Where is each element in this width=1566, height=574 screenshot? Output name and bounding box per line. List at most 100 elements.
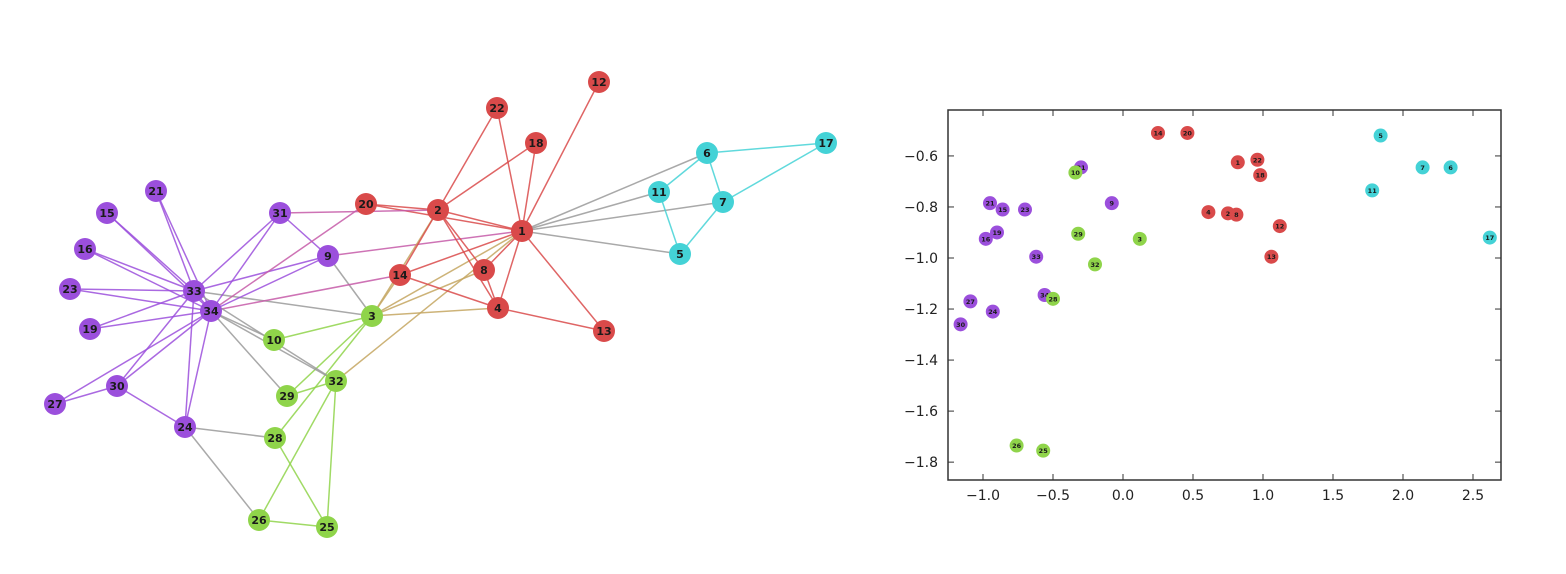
embedding-scatter-plot: −1.0 −0.5 0.0 0.5 1.0 1.5 2.0 2.5 −0.6−0.8−1.0−… [904, 109, 1502, 504]
graph-edge-1-4 [497, 230, 523, 309]
scatter-point-8: 8 [1229, 207, 1244, 222]
graph-node-circle [276, 385, 298, 407]
graph-edge-3-9 [327, 255, 373, 317]
graph-node-label: 28 [267, 432, 282, 445]
graph-node-circle [200, 300, 222, 322]
graph-node-label: 33 [186, 285, 201, 298]
graph-edge-2-22 [437, 107, 498, 211]
graph-edge-25-26 [258, 519, 328, 528]
graph-node-circle [669, 243, 691, 265]
scatter-point-marker [1046, 291, 1060, 306]
scatter-point-marker [1068, 165, 1083, 180]
scatter-point-13: 13 [1264, 249, 1279, 264]
graph-edge-19-34 [89, 310, 212, 330]
graph-edge-1-18 [521, 142, 537, 232]
y-tick-label: −1.2 [904, 302, 938, 318]
scatter-point-32: 32 [1088, 257, 1102, 272]
scatter-point-label: 14 [1153, 129, 1163, 137]
x-tick-label: 2.5 [1462, 488, 1484, 504]
y-tick-label: −0.6 [904, 149, 938, 165]
scatter-point-label: 33 [1032, 253, 1041, 261]
scatter-point-marker [1201, 205, 1216, 220]
scatter-point-label: 23 [1020, 206, 1029, 214]
graph-edge-1-14 [399, 230, 523, 276]
scatter-point-label: 34 [1040, 292, 1050, 300]
graph-node-10: 10 [263, 329, 285, 351]
graph-edge-31-33 [193, 212, 281, 292]
scatter-point-marker [1018, 202, 1032, 217]
scatter-point-33: 33 [1029, 249, 1044, 264]
graph-edge-30-33 [116, 290, 195, 387]
scatter-point-marker [1272, 219, 1287, 234]
graph-node-29: 29 [276, 385, 298, 407]
scatter-point-26: 26 [1009, 438, 1024, 453]
scatter-point-label: 31 [1076, 164, 1086, 172]
graph-node-label: 9 [324, 250, 332, 263]
graph-node-label: 24 [177, 421, 193, 434]
graph-node-circle [79, 318, 101, 340]
graph-node-27: 27 [44, 393, 66, 415]
graph-node-circle [316, 516, 338, 538]
graph-edge-26-32 [258, 380, 337, 521]
graph-edge-23-33 [69, 288, 195, 292]
scatter-point-label: 5 [1378, 132, 1383, 140]
graph-edge-1-2 [437, 209, 523, 232]
scatter-point-marker [1104, 196, 1119, 211]
y-tick-label: −1.6 [904, 404, 938, 420]
scatter-point-label: 6 [1448, 164, 1453, 172]
scatter-point-label: 3 [1138, 235, 1143, 243]
scatter-point-1: 1 [1230, 155, 1245, 170]
scatter-point-3: 3 [1132, 231, 1147, 246]
scatter-point-label: 12 [1275, 223, 1284, 231]
graph-node-label: 32 [328, 375, 343, 388]
graph-edge-24-34 [184, 310, 212, 428]
graph-edge-1-7 [521, 201, 724, 232]
graph-edge-3-4 [371, 307, 499, 317]
network-graph: 1234567891011121314151617181920212223242… [44, 71, 837, 538]
graph-node-label: 25 [319, 521, 334, 534]
graph-edge-3-33 [193, 290, 373, 317]
scatter-point-label: 16 [981, 235, 991, 243]
graph-node-14: 14 [389, 264, 411, 286]
graph-node-label: 31 [272, 207, 287, 220]
graph-node-33: 33 [183, 280, 205, 302]
graph-edge-3-8 [371, 269, 485, 317]
graph-node-20: 20 [355, 193, 377, 215]
scatter-point-marker [1151, 125, 1165, 140]
graph-edge-7-17 [722, 142, 827, 203]
graph-node-label: 13 [596, 325, 611, 338]
scatter-point-label: 21 [985, 200, 995, 208]
graph-node-26: 26 [248, 509, 270, 531]
graph-node-4: 4 [487, 297, 509, 319]
graph-edge-4-14 [399, 274, 499, 309]
y-tick-label: −1.8 [904, 455, 938, 471]
scatter-point-marker [1071, 226, 1086, 241]
scatter-point-20: 20 [1180, 125, 1195, 140]
graph-node-9: 9 [317, 245, 339, 267]
scatter-point-27: 27 [963, 294, 978, 309]
scatter-point-21: 21 [983, 196, 997, 211]
graph-node-label: 7 [719, 196, 727, 209]
scatter-point-label: 22 [1253, 156, 1262, 164]
scatter-point-marker [1230, 155, 1245, 170]
graph-node-label: 18 [528, 137, 543, 150]
scatter-point-label: 13 [1267, 253, 1276, 261]
scatter-point-marker [963, 294, 978, 309]
scatter-point-label: 18 [1256, 172, 1266, 180]
graph-node-28: 28 [264, 427, 286, 449]
scatter-point-7: 7 [1415, 160, 1430, 175]
graph-edge-29-34 [210, 310, 288, 397]
scatter-point-label: 26 [1012, 442, 1022, 450]
graph-node-label: 34 [203, 305, 219, 318]
scatter-point-24: 24 [985, 304, 1000, 319]
scatter-point-11: 11 [1365, 183, 1380, 198]
graph-node-label: 30 [109, 380, 125, 393]
graph-edge-24-30 [116, 385, 186, 428]
scatter-point-marker [1373, 128, 1388, 143]
graph-node-circle [473, 259, 495, 281]
graph-edge-2-18 [437, 142, 537, 211]
graph-node-circle [174, 416, 196, 438]
graph-edge-1-22 [496, 107, 523, 232]
scatter-point-6: 6 [1443, 160, 1458, 175]
graph-node-circle [145, 180, 167, 202]
